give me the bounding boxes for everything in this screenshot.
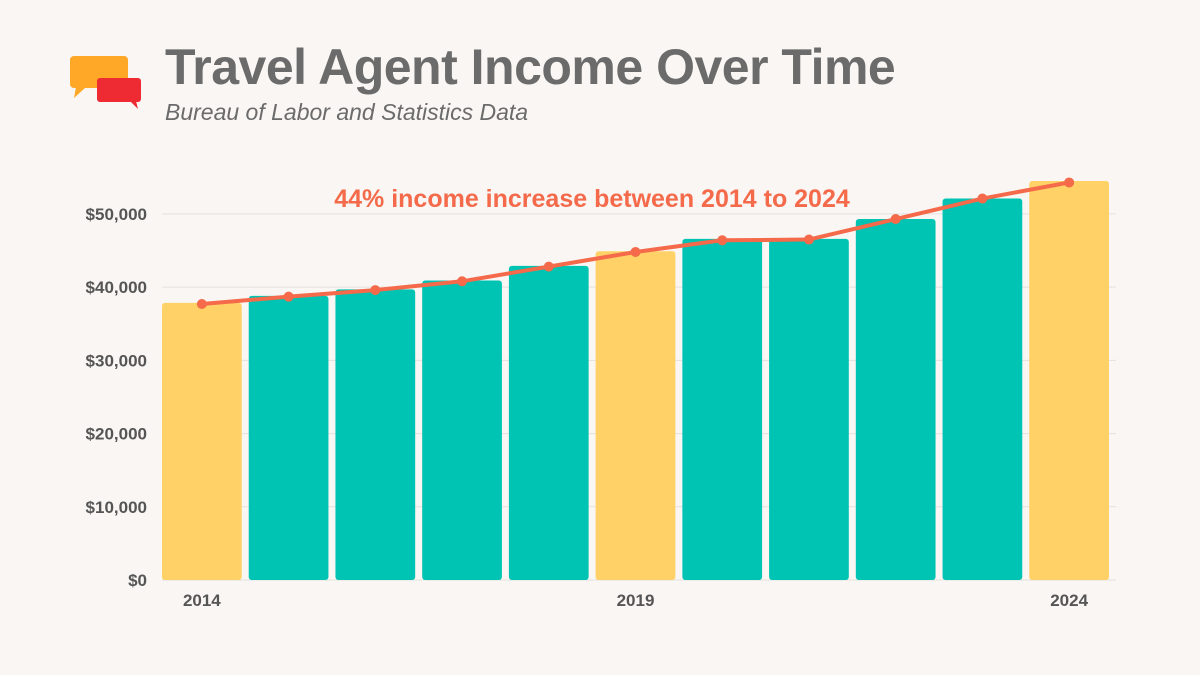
y-tick-label: $20,000: [86, 425, 147, 444]
page-title: Travel Agent Income Over Time: [165, 39, 896, 95]
x-tick-label: 2019: [617, 591, 655, 610]
chart-annotation: 44% income increase between 2014 to 2024: [334, 185, 850, 213]
bar-2020: [682, 238, 763, 581]
trend-point-2024: [1064, 177, 1075, 188]
bar-2018: [508, 265, 589, 580]
y-tick-label: $0: [128, 571, 147, 590]
y-tick-label: $10,000: [86, 498, 147, 517]
x-tick-label: 2024: [1050, 591, 1088, 610]
page-subtitle: Bureau of Labor and Statistics Data: [165, 99, 529, 125]
trend-point-2019: [630, 247, 641, 257]
bar-2014: [162, 302, 242, 580]
bar-2022: [855, 219, 936, 580]
bar-2019: [595, 251, 676, 580]
x-tick-label: 2014: [183, 591, 221, 610]
bar-2021: [769, 238, 849, 581]
bar-2015: [248, 295, 329, 580]
trend-point-2016: [370, 285, 381, 296]
y-tick-label: $40,000: [86, 278, 147, 297]
trend-point-2023: [977, 193, 988, 204]
trend-point-2020: [717, 235, 728, 246]
trend-point-2022: [890, 214, 901, 225]
y-tick-label: $30,000: [86, 351, 147, 370]
trend-point-2021: [803, 234, 814, 245]
y-tick-label: $50,000: [86, 205, 147, 224]
bar-2023: [942, 198, 1023, 580]
bar-2024: [1029, 180, 1109, 580]
trend-point-2017: [457, 276, 468, 287]
speech-bubbles-icon: [70, 56, 141, 109]
trend-point-2018: [543, 261, 554, 272]
bar-2017: [422, 280, 502, 580]
bar-2016: [335, 289, 416, 580]
trend-point-2014: [196, 298, 207, 309]
trend-point-2015: [283, 291, 294, 302]
